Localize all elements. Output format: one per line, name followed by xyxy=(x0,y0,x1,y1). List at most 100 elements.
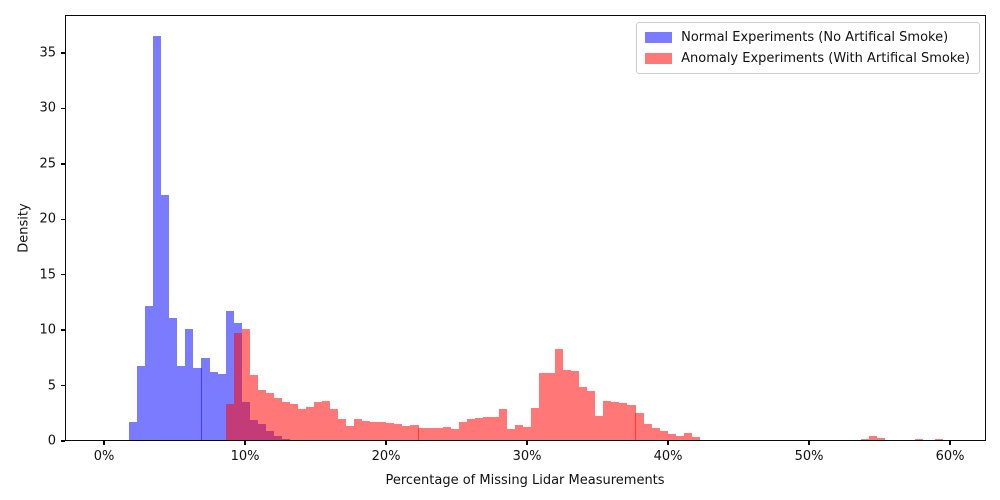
histogram-bar-anomaly xyxy=(338,419,346,440)
histogram-bar-normal xyxy=(218,374,226,440)
x-tick-label: 60% xyxy=(935,449,965,464)
x-tick-mark xyxy=(949,441,951,445)
y-tick-mark xyxy=(61,163,65,165)
histogram-bar-normal xyxy=(153,36,161,440)
plot-area: Normal Experiments (No Artifical Smoke) … xyxy=(65,15,986,441)
histogram-bar-anomaly xyxy=(491,417,499,440)
legend-label-anomaly: Anomaly Experiments (With Artifical Smok… xyxy=(681,51,970,66)
y-tick-label: 35 xyxy=(39,45,56,61)
y-tick-mark xyxy=(61,218,65,220)
x-axis-label: Percentage of Missing Lidar Measurements xyxy=(385,473,665,488)
histogram-bar-normal xyxy=(161,195,169,440)
legend: Normal Experiments (No Artifical Smoke) … xyxy=(636,22,980,74)
y-tick-mark xyxy=(61,107,65,110)
histogram-bar-normal xyxy=(169,318,177,440)
x-tick-mark xyxy=(385,441,387,445)
histogram-bar-anomaly xyxy=(386,423,394,440)
histogram-bar-anomaly xyxy=(555,349,563,440)
legend-row-anomaly: Anomaly Experiments (With Artifical Smok… xyxy=(645,51,970,66)
histogram-bar-anomaly xyxy=(266,393,274,440)
y-tick-label: 0 xyxy=(47,433,56,449)
histogram-bar-anomaly xyxy=(290,404,298,440)
histogram-bar-anomaly xyxy=(603,401,611,440)
histogram-bar-normal xyxy=(185,329,193,440)
histogram-bar-anomaly xyxy=(515,425,523,440)
histogram-bar-normal xyxy=(201,358,210,440)
y-tick-label: 15 xyxy=(39,267,56,283)
histogram-bar-anomaly xyxy=(362,421,370,440)
histogram-bar-anomaly xyxy=(242,329,250,440)
legend-swatch-normal xyxy=(645,32,673,43)
x-tick-label: 30% xyxy=(512,449,542,464)
histogram-bars-layer xyxy=(66,16,985,440)
x-tick-mark xyxy=(244,441,246,445)
x-tick-label: 40% xyxy=(653,449,683,464)
histogram-bar-anomaly xyxy=(346,426,354,440)
y-tick-mark xyxy=(61,52,65,54)
y-tick-mark xyxy=(61,274,65,276)
y-tick-mark xyxy=(61,440,65,442)
histogram-bar-anomaly xyxy=(314,402,322,440)
y-tick-mark xyxy=(61,329,65,331)
histogram-bar-anomaly xyxy=(861,439,869,440)
histogram-bar-anomaly xyxy=(915,439,923,440)
x-tick-mark xyxy=(103,441,105,445)
histogram-bar-normal xyxy=(129,422,137,440)
histogram-bar-anomaly xyxy=(467,419,475,440)
histogram-bar-anomaly xyxy=(226,404,234,440)
histogram-bar-anomaly xyxy=(571,371,579,440)
x-tick-mark xyxy=(667,441,669,445)
histogram-bar-anomaly xyxy=(692,437,700,440)
histogram-bar-anomaly xyxy=(539,373,547,440)
histogram-bar-anomaly xyxy=(563,370,571,440)
y-tick-label: 25 xyxy=(39,156,56,172)
histogram-bar-anomaly xyxy=(635,413,644,440)
x-tick-label: 20% xyxy=(371,449,401,464)
histogram-bar-anomaly xyxy=(595,416,603,440)
histogram-bar-anomaly xyxy=(531,408,539,440)
histogram-bar-anomaly xyxy=(579,387,587,440)
y-axis-label: Density xyxy=(16,203,32,253)
histogram-bar-anomaly xyxy=(451,429,459,440)
histogram-bar-anomaly xyxy=(418,428,427,440)
histogram-bar-normal xyxy=(177,366,185,440)
histogram-bar-anomaly xyxy=(274,398,282,440)
histogram-bar-anomaly xyxy=(410,425,419,440)
histogram-bar-anomaly xyxy=(443,427,451,440)
x-tick-label: 50% xyxy=(794,449,824,464)
histogram-bar-normal xyxy=(210,372,218,440)
histogram-bar-anomaly xyxy=(330,409,338,440)
histogram-bar-anomaly xyxy=(459,422,467,440)
legend-swatch-anomaly xyxy=(645,53,673,64)
histogram-bar-anomaly xyxy=(282,402,290,440)
histogram-bar-anomaly xyxy=(234,333,242,440)
histogram-bar-anomaly xyxy=(587,391,595,440)
histogram-bar-anomaly xyxy=(354,419,362,440)
histogram-bar-anomaly xyxy=(402,426,410,440)
histogram-bar-anomaly xyxy=(370,422,378,440)
histogram-bar-anomaly xyxy=(652,428,660,440)
histogram-bar-anomaly xyxy=(627,405,636,440)
histogram-bar-anomaly xyxy=(869,436,877,440)
histogram-bar-anomaly xyxy=(619,403,627,440)
histogram-bar-anomaly xyxy=(499,409,507,440)
histogram-bar-anomaly xyxy=(394,424,402,440)
histogram-bar-normal xyxy=(145,306,153,440)
histogram-bar-anomaly xyxy=(660,431,668,440)
histogram-bar-anomaly xyxy=(258,390,266,440)
histogram-bar-anomaly xyxy=(877,438,885,440)
histogram-bar-normal xyxy=(226,311,234,440)
histogram-bar-anomaly xyxy=(644,424,652,440)
histogram-bar-anomaly xyxy=(611,402,619,440)
histogram-bar-normal xyxy=(137,366,145,440)
histogram-bar-anomaly xyxy=(507,429,515,440)
x-tick-label: 10% xyxy=(230,449,260,464)
y-tick-label: 5 xyxy=(47,378,56,394)
x-tick-label: 0% xyxy=(93,449,115,464)
histogram-bar-anomaly xyxy=(378,422,386,440)
histogram-bar-anomaly xyxy=(306,407,314,440)
histogram-bar-anomaly xyxy=(935,439,943,440)
x-tick-mark xyxy=(526,441,528,445)
legend-label-normal: Normal Experiments (No Artifical Smoke) xyxy=(681,30,949,45)
